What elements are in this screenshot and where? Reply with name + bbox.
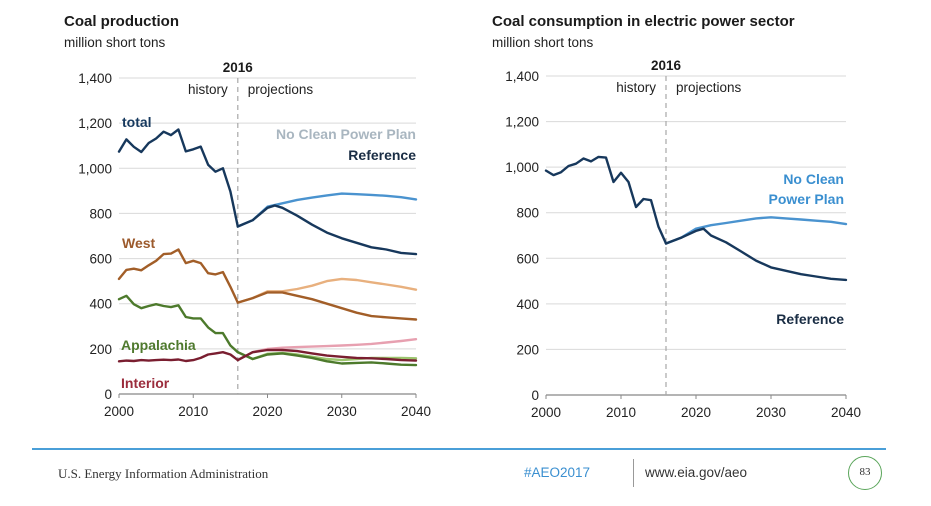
agency-name: U.S. Energy Information Administration — [58, 466, 269, 481]
right-y-tick-label: 1,400 — [505, 69, 539, 84]
right-projections-label: projections — [676, 80, 742, 95]
footer-divider — [32, 448, 886, 450]
left-series-line-reference — [236, 348, 418, 362]
no-clean-label-line1: No Clean — [783, 171, 844, 187]
reference-label: Reference — [776, 311, 844, 327]
right-chart-subtitle: million short tons — [492, 35, 594, 50]
right-series-line-no-clean-power-plan — [664, 216, 848, 245]
left-y-tick-label: 400 — [89, 297, 112, 312]
right-x-tick-label: 2000 — [531, 405, 561, 420]
total-series-label: total — [122, 114, 152, 130]
left-series-line-history — [117, 128, 240, 228]
left-projections-label: projections — [248, 82, 314, 97]
left-x-tick-label: 2030 — [327, 404, 357, 419]
left-series-line-reference — [236, 204, 418, 256]
right-x-tick-label: 2040 — [831, 405, 861, 420]
right-x-tick-label: 2030 — [756, 405, 786, 420]
left-x-tick-label: 2000 — [104, 404, 134, 419]
right-y-tick-label: 400 — [516, 297, 539, 312]
appalachia-series-label: Appalachia — [121, 337, 196, 353]
coal-production-chart: 0 200 400 600 800 1,000 1,200 1,400 2000 2010 2020… — [78, 60, 431, 419]
left-series-line-reference — [236, 291, 418, 321]
aeo-hashtag[interactable]: #AEO2017 — [524, 465, 591, 480]
coal-consumption-chart: 0 200 400 600 800 1,000 1,200 1,400 2000 2010 2020… — [505, 58, 861, 420]
page-number-badge: 83 — [848, 456, 882, 490]
right-series-line-reference — [664, 227, 848, 282]
left-y-tick-label: 0 — [104, 387, 112, 402]
right-chart-title: Coal consumption in electric power secto… — [492, 13, 795, 30]
power-plan-label-line2: Power Plan — [769, 191, 844, 207]
left-series-line-no-clean-power-plan — [236, 277, 418, 304]
left-y-tick-label: 1,200 — [78, 116, 112, 131]
left-y-tick-label: 1,400 — [78, 71, 112, 86]
right-divider-year: 2016 — [651, 58, 682, 73]
left-x-tick-label: 2020 — [252, 404, 282, 419]
left-y-tick-label: 800 — [89, 206, 112, 221]
left-x-tick-label: 2040 — [401, 404, 431, 419]
left-chart-title: Coal production — [64, 13, 179, 30]
left-history-label: history — [188, 82, 228, 97]
west-series-label: West — [122, 235, 156, 251]
no-clean-power-plan-label: No Clean Power Plan — [276, 126, 416, 142]
right-y-tick-label: 600 — [516, 251, 539, 266]
interior-series-label: Interior — [121, 375, 170, 391]
website-link[interactable]: www.eia.gov/aeo — [645, 465, 748, 480]
right-history-label: history — [616, 80, 656, 95]
right-y-tick-label: 800 — [516, 206, 539, 221]
right-y-tick-label: 200 — [516, 342, 539, 357]
left-y-tick-label: 1,000 — [78, 161, 112, 176]
left-series-line-history — [117, 294, 240, 354]
left-series-line-history — [117, 351, 240, 363]
right-y-tick-label: 1,200 — [505, 115, 539, 130]
right-x-tick-label: 2010 — [606, 405, 636, 420]
right-y-tick-label: 1,000 — [505, 160, 539, 175]
left-y-tick-label: 600 — [89, 252, 112, 267]
left-x-tick-label: 2010 — [178, 404, 208, 419]
footer-separator — [633, 459, 634, 487]
left-series-line-reference — [236, 351, 418, 367]
right-series-line-history — [544, 155, 668, 245]
right-x-tick-label: 2020 — [681, 405, 711, 420]
left-chart-subtitle: million short tons — [64, 35, 166, 50]
reference-label: Reference — [348, 147, 416, 163]
left-series-line-history — [117, 248, 240, 304]
left-y-tick-label: 200 — [89, 342, 112, 357]
right-y-tick-label: 0 — [531, 388, 539, 403]
left-divider-year: 2016 — [223, 60, 254, 75]
